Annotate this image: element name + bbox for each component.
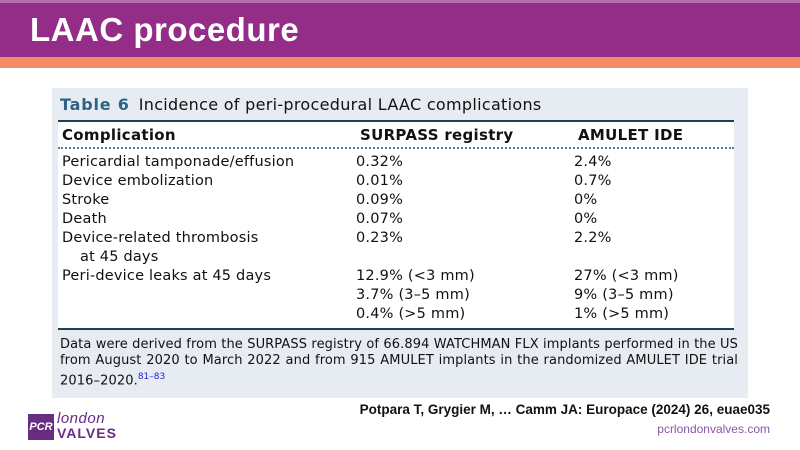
surpass-value: 0.01%: [356, 173, 404, 189]
table-footnote: Data were derived from the SURPASS regis…: [52, 330, 748, 398]
header-banner: LAAC procedure: [0, 0, 800, 68]
pcr-london-valves-logo: PCR london VALVES: [28, 410, 117, 441]
table-row: Pericardial tamponade/effusion 0.32% 2.4…: [62, 153, 734, 172]
complication-name: Death: [62, 211, 107, 227]
surpass-value: 3.7% (3–5 mm): [356, 287, 470, 303]
website-link[interactable]: pcrlondonvalves.com: [657, 422, 770, 436]
amulet-value: 0%: [574, 211, 598, 227]
complication-name-line2: at 45 days: [80, 249, 159, 265]
table-card: Table 6 Incidence of peri-procedural LAAC…: [52, 88, 748, 399]
surpass-value: 0.23%: [356, 230, 404, 246]
page-title: LAAC procedure: [30, 11, 300, 48]
column-header-surpass: SURPASS registry: [360, 126, 514, 144]
footnote-reference-numbers: 81–83: [137, 372, 166, 382]
amulet-value: 0%: [574, 192, 598, 208]
complication-name: Pericardial tamponade/effusion: [62, 154, 295, 170]
column-header-amulet: AMULET IDE: [578, 126, 684, 144]
table-body: Pericardial tamponade/effusion 0.32% 2.4…: [58, 149, 734, 328]
table-header-row: Complication SURPASS registry AMULET IDE: [58, 122, 734, 149]
surpass-value: 0.09%: [356, 192, 404, 208]
table-caption-label: Table 6: [60, 95, 130, 114]
amulet-value: 2.2%: [574, 230, 612, 246]
table-row: Device-related thrombosis at 45 days 0.2…: [62, 229, 734, 267]
header-bar: LAAC procedure: [0, 3, 800, 57]
column-header-complication: Complication: [62, 126, 176, 144]
table-row: Peri-device leaks at 45 days 12.9% (<3 m…: [62, 267, 734, 324]
pcr-logo-badge: PCR: [28, 414, 54, 440]
table-caption: Table 6 Incidence of peri-procedural LAAC…: [52, 88, 748, 120]
table-row: Death 0.07% 0%: [62, 210, 734, 229]
amulet-value: 9% (3–5 mm): [574, 287, 674, 303]
table-row: Stroke 0.09% 0%: [62, 191, 734, 210]
surpass-value: 12.9% (<3 mm): [356, 268, 475, 284]
complication-name: Peri-device leaks at 45 days: [62, 268, 272, 284]
table-caption-text: Incidence of peri-procedural LAAC compli…: [138, 95, 542, 114]
amulet-value: 0.7%: [574, 173, 612, 189]
surpass-value: 0.4% (>5 mm): [356, 306, 466, 322]
source-citation: Potpara T, Grygier M, … Camm JA: Europac…: [359, 402, 770, 417]
amulet-value: 27% (<3 mm): [574, 268, 679, 284]
complication-name: Device-related thrombosis: [62, 230, 259, 246]
complications-table: Complication SURPASS registry AMULET IDE…: [58, 120, 734, 330]
amulet-value: 2.4%: [574, 154, 612, 170]
logo-valves: VALVES: [57, 425, 117, 441]
surpass-value: 0.07%: [356, 211, 404, 227]
complication-name: Device embolization: [62, 173, 214, 189]
table-row: Device embolization 0.01% 0.7%: [62, 172, 734, 191]
logo-wordmark: london VALVES: [57, 410, 117, 441]
complication-name: Stroke: [62, 192, 110, 208]
logo-london: london: [57, 410, 106, 427]
amulet-value: 1% (>5 mm): [574, 306, 670, 322]
header-top-strip: [0, 0, 800, 3]
header-accent-strip: [0, 57, 800, 68]
footnote-text: Data were derived from the SURPASS regis…: [60, 337, 738, 389]
surpass-value: 0.32%: [356, 154, 404, 170]
